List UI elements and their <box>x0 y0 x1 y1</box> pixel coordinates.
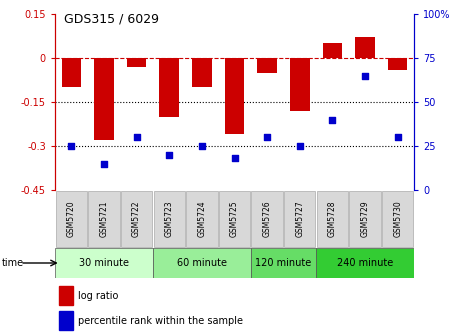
Text: 30 minute: 30 minute <box>79 258 129 268</box>
Text: GSM5727: GSM5727 <box>295 201 304 237</box>
Bar <box>127 58 146 67</box>
Text: time: time <box>2 258 24 268</box>
Point <box>198 143 206 149</box>
Text: GSM5728: GSM5728 <box>328 201 337 237</box>
Point <box>394 134 401 140</box>
Text: GSM5723: GSM5723 <box>165 201 174 237</box>
Bar <box>58 286 73 305</box>
Point <box>133 134 140 140</box>
Text: 60 minute: 60 minute <box>177 258 227 268</box>
Bar <box>94 58 114 140</box>
Point <box>166 152 173 158</box>
Bar <box>192 58 211 87</box>
Point <box>296 143 304 149</box>
Bar <box>121 191 152 247</box>
Bar <box>224 58 244 134</box>
Bar <box>55 248 153 278</box>
Point <box>101 161 108 166</box>
Bar <box>349 191 381 247</box>
Point <box>231 156 238 161</box>
Bar <box>355 38 375 58</box>
Text: GSM5724: GSM5724 <box>198 201 207 237</box>
Text: GDS315 / 6029: GDS315 / 6029 <box>64 12 159 25</box>
Bar <box>323 43 342 58</box>
Point <box>264 134 271 140</box>
Bar <box>316 248 414 278</box>
Point <box>361 73 369 78</box>
Bar <box>62 58 81 87</box>
Bar <box>257 58 277 73</box>
Text: GSM5725: GSM5725 <box>230 201 239 237</box>
Text: 120 minute: 120 minute <box>255 258 312 268</box>
Text: GSM5730: GSM5730 <box>393 201 402 237</box>
Text: log ratio: log ratio <box>78 291 119 301</box>
Bar <box>153 248 251 278</box>
Bar <box>388 58 408 70</box>
Bar <box>251 248 316 278</box>
Bar <box>284 191 316 247</box>
Text: percentile rank within the sample: percentile rank within the sample <box>78 316 243 326</box>
Text: 240 minute: 240 minute <box>337 258 393 268</box>
Text: GSM5729: GSM5729 <box>361 201 370 237</box>
Bar <box>219 191 250 247</box>
Bar <box>159 58 179 117</box>
Text: GSM5720: GSM5720 <box>67 201 76 237</box>
Bar <box>186 191 217 247</box>
Text: GSM5726: GSM5726 <box>263 201 272 237</box>
Bar <box>58 311 73 330</box>
Bar <box>251 191 283 247</box>
Point <box>68 143 75 149</box>
Bar <box>382 191 414 247</box>
Bar <box>56 191 87 247</box>
Bar <box>154 191 185 247</box>
Text: GSM5722: GSM5722 <box>132 201 141 237</box>
Bar <box>317 191 348 247</box>
Bar <box>290 58 309 111</box>
Text: GSM5721: GSM5721 <box>100 201 109 237</box>
Bar <box>88 191 119 247</box>
Point <box>329 117 336 122</box>
